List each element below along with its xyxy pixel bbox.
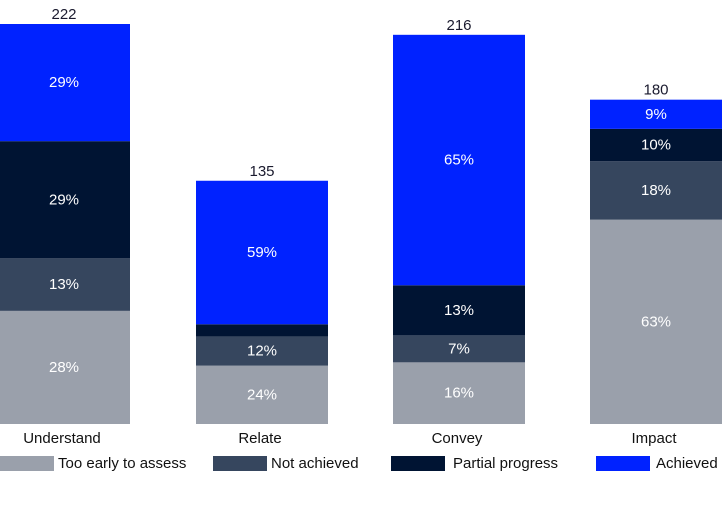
- category-label: Convey: [432, 430, 483, 447]
- bar-segment-convey-2: [393, 285, 525, 336]
- bar-segment-convey-3: [393, 34, 525, 286]
- bar-segment-understand-2: [0, 141, 130, 259]
- bar-segment-understand-1: [0, 258, 130, 311]
- bar-segment-impact-1: [590, 161, 722, 220]
- segment-label: 28%: [49, 359, 79, 376]
- bar-segment-impact-2: [590, 128, 722, 162]
- bar-segment-relate-2: [196, 324, 328, 337]
- legend-item-too-early: Too early to assess: [0, 455, 186, 472]
- legend-label: Achieved: [656, 455, 718, 472]
- legend-swatch: [213, 456, 267, 471]
- segment-label: 65%: [444, 152, 474, 169]
- segment-label: 7%: [448, 340, 470, 357]
- legend-item-partial-progress: Partial progress: [391, 455, 558, 472]
- legend-label: Not achieved: [271, 455, 359, 472]
- segment-label: 59%: [247, 244, 277, 261]
- segment-label: 12%: [247, 343, 277, 360]
- bar-segment-convey-1: [393, 335, 525, 363]
- segment-label: 18%: [641, 182, 671, 199]
- segment-label: 9%: [645, 106, 667, 123]
- bar-segment-relate-0: [196, 365, 328, 424]
- segment-label: 10%: [641, 137, 671, 154]
- legend-label: Partial progress: [453, 455, 559, 472]
- segment-label: 24%: [247, 386, 277, 403]
- legend: Too early to assess Not achieved Partial…: [0, 455, 726, 473]
- legend-swatch: [596, 456, 650, 471]
- bar-segment-impact-3: [590, 99, 722, 129]
- bar-total-label: 135: [249, 163, 274, 180]
- segment-label: 13%: [444, 302, 474, 319]
- bar-segment-relate-3: [196, 180, 328, 325]
- legend-swatch: [391, 456, 445, 471]
- bar-total-label: 180: [643, 82, 668, 99]
- legend-label: Too early to assess: [58, 455, 187, 472]
- segment-label: 29%: [49, 191, 79, 208]
- bar-total-label: 216: [446, 17, 471, 34]
- segment-label: 13%: [49, 276, 79, 293]
- category-label: Understand: [23, 430, 101, 447]
- bar-total-label: 222: [51, 6, 76, 23]
- bar-segment-understand-0: [0, 310, 130, 424]
- category-label: Relate: [238, 430, 281, 447]
- legend-item-achieved: Achieved: [596, 455, 718, 472]
- bar-segment-convey-0: [393, 362, 525, 424]
- legend-item-not-achieved: Not achieved: [213, 455, 359, 472]
- segment-label: 63%: [641, 313, 671, 330]
- segment-label: 16%: [444, 385, 474, 402]
- stacked-bar-chart: 28% 13% 29% 29% 222 Understand 24% 12% 59% 135 Rel…: [0, 6, 722, 447]
- bar-segment-impact-0: [590, 219, 722, 424]
- segment-label: 29%: [49, 74, 79, 91]
- bar-segment-understand-3: [0, 24, 130, 142]
- category-label: Impact: [631, 430, 677, 447]
- bar-segment-relate-1: [196, 336, 328, 366]
- legend-swatch: [0, 456, 54, 471]
